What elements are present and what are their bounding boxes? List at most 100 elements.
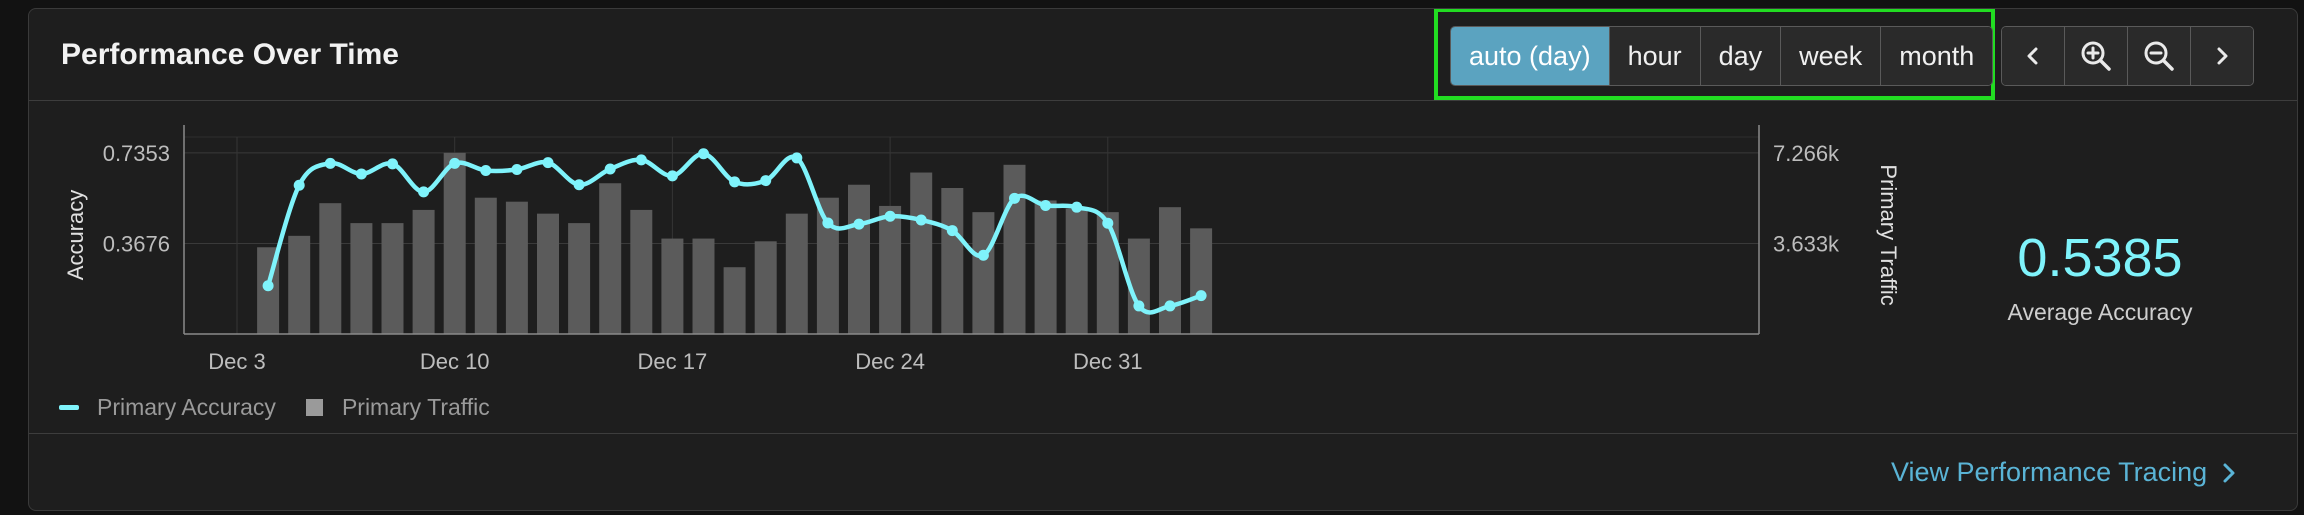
granularity-month-button[interactable]: month [1881, 27, 1993, 85]
traffic-bar [630, 209, 653, 334]
granularity-selector: auto (day) hour day week month [1450, 26, 1994, 86]
traffic-bar [848, 184, 870, 334]
traffic-bar [972, 212, 995, 334]
next-range-button[interactable] [2191, 27, 2253, 85]
traffic-bar [1034, 200, 1057, 334]
accuracy-point [1071, 201, 1083, 213]
accuracy-point [355, 168, 367, 180]
accuracy-point [387, 158, 398, 170]
accuracy-point [449, 157, 461, 169]
chevron-right-icon [2217, 47, 2228, 65]
accuracy-point [760, 175, 772, 187]
chart-navigation [2001, 26, 2254, 86]
traffic-bar [785, 213, 808, 334]
traffic-bar [505, 201, 528, 334]
accuracy-point [480, 164, 492, 176]
traffic-bar [443, 152, 466, 334]
granularity-auto-day-button[interactable]: auto (day) [1451, 27, 1610, 85]
y-right-tick-label: 7.266k [1773, 141, 1840, 166]
accuracy-point [262, 280, 274, 292]
granularity-day-button[interactable]: day [1700, 27, 1782, 85]
x-tick-label: Dec 17 [638, 349, 708, 374]
traffic-bar [1003, 164, 1026, 334]
previous-range-button[interactable] [2002, 27, 2065, 85]
accuracy-line-swatch [59, 405, 79, 410]
traffic-bar [754, 241, 777, 334]
legend-item-traffic[interactable]: Primary Traffic [305, 394, 490, 421]
accuracy-point [915, 214, 927, 226]
x-tick-label: Dec 3 [208, 349, 265, 374]
traffic-bar [1065, 208, 1088, 334]
accuracy-point [511, 164, 523, 176]
legend-label-traffic: Primary Traffic [341, 394, 490, 420]
traffic-bar [879, 205, 902, 334]
x-tick-label: Dec 10 [420, 349, 490, 374]
traffic-bar [1159, 207, 1181, 334]
accuracy-point [635, 154, 647, 166]
traffic-bar [692, 238, 715, 334]
average-accuracy-label: Average Accuracy [2007, 299, 2193, 325]
accuracy-point [1195, 290, 1207, 302]
accuracy-point [418, 186, 430, 198]
y-left-tick-label: 0.3676 [103, 231, 170, 256]
accuracy-point [1040, 199, 1052, 211]
chart-legend: Primary Accuracy Primary Traffic [59, 394, 520, 421]
accuracy-point [977, 249, 989, 261]
granularity-week-button[interactable]: week [1781, 27, 1882, 85]
page-title: Performance Over Time [61, 38, 399, 71]
view-performance-tracing-label: View Performance Tracing [1891, 457, 2208, 487]
x-tick-label: Dec 24 [855, 349, 925, 374]
y-right-tick-label: 3.633k [1773, 231, 1840, 256]
traffic-bar [1096, 212, 1119, 334]
y-left-tick-label: 0.7353 [103, 141, 170, 166]
traffic-bar [350, 223, 373, 334]
zoom-out-icon [2144, 41, 2174, 71]
accuracy-point [324, 157, 336, 169]
traffic-bar [910, 172, 933, 334]
accuracy-point [1164, 300, 1176, 312]
accuracy-point [1133, 300, 1145, 312]
y-left-axis-label: Accuracy [63, 190, 88, 280]
accuracy-point [573, 179, 585, 191]
traffic-bar [474, 197, 497, 334]
accuracy-point [822, 217, 834, 229]
traffic-bar [381, 223, 404, 334]
traffic-bar [412, 209, 435, 334]
x-tick-label: Dec 31 [1073, 349, 1143, 374]
accuracy-point [791, 152, 803, 164]
accuracy-point [729, 176, 741, 188]
zoom-in-button[interactable] [2065, 27, 2128, 85]
traffic-bar [599, 183, 622, 334]
accuracy-point [853, 218, 865, 230]
zoom-out-button[interactable] [2128, 27, 2191, 85]
accuracy-point [666, 170, 678, 182]
y-right-axis-label: Primary Traffic [1876, 164, 1901, 305]
accuracy-point [542, 157, 554, 169]
traffic-bar [723, 267, 746, 334]
traffic-bar [288, 235, 311, 334]
accuracy-point [293, 179, 305, 191]
traffic-bar [941, 187, 964, 334]
average-accuracy-value: 0.5385 [2017, 228, 2183, 288]
footer-divider [29, 433, 2297, 434]
accuracy-point [946, 225, 958, 237]
zoom-in-icon [2081, 41, 2111, 71]
traffic-bar [537, 213, 559, 334]
card-header: Performance Over Time auto (day) hour da… [29, 9, 2297, 101]
traffic-bar [319, 203, 342, 334]
performance-card: Performance Over Time auto (day) hour da… [28, 8, 2298, 511]
traffic-bar-swatch [305, 399, 323, 416]
accuracy-point [1009, 192, 1020, 204]
accuracy-point [884, 210, 896, 222]
granularity-hour-button[interactable]: hour [1609, 27, 1701, 85]
accuracy-point [698, 148, 709, 160]
traffic-bar [1190, 228, 1213, 334]
traffic-bar [568, 223, 591, 334]
legend-label-accuracy: Primary Accuracy [97, 394, 276, 420]
accuracy-point [1102, 217, 1114, 229]
accuracy-point [604, 163, 616, 175]
view-performance-tracing-link[interactable]: View Performance Tracing [1891, 457, 2237, 488]
traffic-bar [816, 197, 839, 334]
performance-chart: 0.3676 0.7353 3.633k 7.266k Dec 3 Dec 10 Dec 1… [63, 125, 1901, 374]
legend-item-accuracy[interactable]: Primary Accuracy [59, 394, 276, 421]
